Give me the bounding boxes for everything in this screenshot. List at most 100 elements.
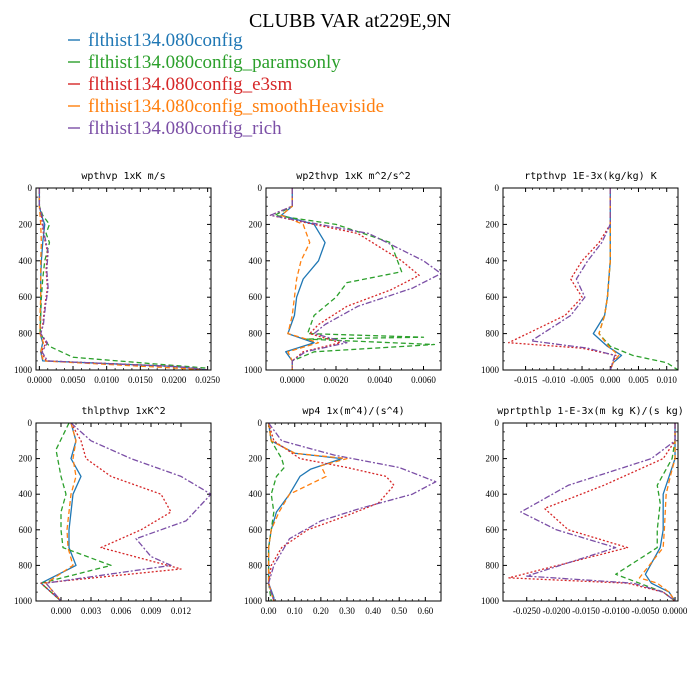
x-tick-label: -0.010 [542,375,566,385]
y-tick-label: 0 [258,183,263,193]
legend-entry: flthist134.080config_e3sm [88,74,292,95]
panel-6: wprtpthlp 1-E-3x(m kg K)/(s kg)0 200 400 60… [481,406,688,616]
x-tick-label: 0.10 [287,606,303,616]
panel-title: wprtpthlp 1-E-3x(m kg K)/(s kg) [497,406,684,417]
panel-title: wp2thvp 1xK m^2/s^2 [296,171,410,182]
y-tick-label: 0 [28,183,33,193]
y-tick-label: 0 [28,418,33,428]
x-tick-label: 0.20 [313,606,329,616]
legend: flthist134.080config flthist134.080config… [68,30,384,139]
panel-title: thlpthvp 1xK^2 [81,406,165,417]
y-tick-label: 200 [486,219,500,229]
y-tick-label: 800 [249,560,263,570]
panel-title: wpthvp 1xK m/s [81,171,165,182]
y-tick-label: 1000 [481,596,500,606]
panel-2: wp2thvp 1xK m^2/s^2 0 200 400 600 800 1000 0.00… [244,171,442,385]
y-tick-label: 400 [486,256,500,266]
y-tick-label: 200 [486,454,500,464]
y-tick-label: 800 [249,329,263,339]
x-tick-label: 0.0250 [195,375,220,385]
x-tick-label: 0.0050 [61,375,86,385]
y-tick-label: 0 [258,418,263,428]
y-tick-label: 600 [249,525,263,535]
series-line [520,423,676,601]
x-tick-label: -0.0100 [602,606,630,616]
x-tick-label: 0.60 [417,606,433,616]
x-tick-label: 0.0000 [280,375,305,385]
series-group [38,188,208,370]
x-tick-label: 0.010 [657,375,678,385]
y-tick-label: 1000 [481,365,500,375]
plot-frame [35,187,212,371]
plot-frame [265,422,442,602]
x-tick-label: 0.30 [339,606,355,616]
series-line [267,423,348,601]
plot-frame [502,187,679,371]
plot-frame [35,422,212,602]
series-group [508,188,678,370]
series-line [45,423,211,601]
series-line [269,188,441,370]
y-tick-label: 200 [19,219,33,229]
panel-title: wp4 1x(m^4)/(s^4) [302,406,404,417]
panel-title: rtpthvp 1E-3x(kg/kg) K [524,171,656,182]
x-tick-label: -0.0200 [543,606,571,616]
y-tick-label: 600 [486,292,500,302]
series-line [530,188,616,370]
x-tick-label: 0.00 [261,606,277,616]
series-line [280,188,320,370]
x-tick-label: -0.0050 [631,606,659,616]
y-tick-label: 600 [19,525,33,535]
panel-3: rtpthvp 1E-3x(kg/kg) K 0 200 400 600 800 1000 -… [481,171,679,385]
x-tick-label: 0.0200 [162,375,187,385]
x-tick-label: 0.009 [141,606,162,616]
y-tick-label: 600 [19,292,33,302]
y-tick-label: 200 [19,454,33,464]
figure-title: CLUBB VAR at229E,9N [249,10,451,32]
series-line [638,423,676,601]
panel-4: thlpthvp 1xK^2 0 200 400 600 800 1000 0.000 0.00… [14,406,212,616]
y-tick-label: 800 [19,560,33,570]
x-tick-label: 0.0020 [324,375,349,385]
x-tick-label: 0.0100 [94,375,119,385]
x-tick-label: 0.012 [171,606,191,616]
y-tick-label: 400 [249,256,263,266]
x-tick-label: 0.000 [51,606,72,616]
x-tick-label: 0.0150 [128,375,153,385]
plot-frame [502,422,679,602]
x-tick-label: 0.0000 [663,606,688,616]
x-tick-label: 0.50 [391,606,407,616]
y-tick-label: 600 [249,292,263,302]
x-tick-label: 0.006 [111,606,132,616]
y-tick-label: 800 [19,329,33,339]
x-tick-label: 0.003 [81,606,102,616]
series-line [40,423,112,601]
series-line [274,188,436,370]
x-tick-label: -0.0150 [572,606,600,616]
series-line [38,188,208,370]
y-tick-label: 800 [486,560,500,570]
x-tick-label: -0.015 [514,375,538,385]
y-tick-label: 200 [249,454,263,464]
series-group [267,423,437,601]
series-line [38,188,208,370]
series-group [40,423,211,601]
x-tick-label: -0.0250 [513,606,541,616]
x-tick-label: 0.40 [365,606,381,616]
y-tick-label: 0 [495,183,500,193]
series-line [508,423,676,601]
y-tick-label: 1000 [14,365,33,375]
y-tick-label: 400 [19,489,33,499]
y-tick-label: 0 [495,418,500,428]
series-line [267,423,343,601]
y-tick-label: 800 [486,329,500,339]
y-tick-label: 400 [19,256,33,266]
y-tick-label: 1000 [14,596,33,606]
legend-entry: flthist134.080config_rich [88,118,282,139]
series-line [38,188,208,370]
legend-entry: flthist134.080config [88,30,243,51]
series-line [38,188,208,370]
